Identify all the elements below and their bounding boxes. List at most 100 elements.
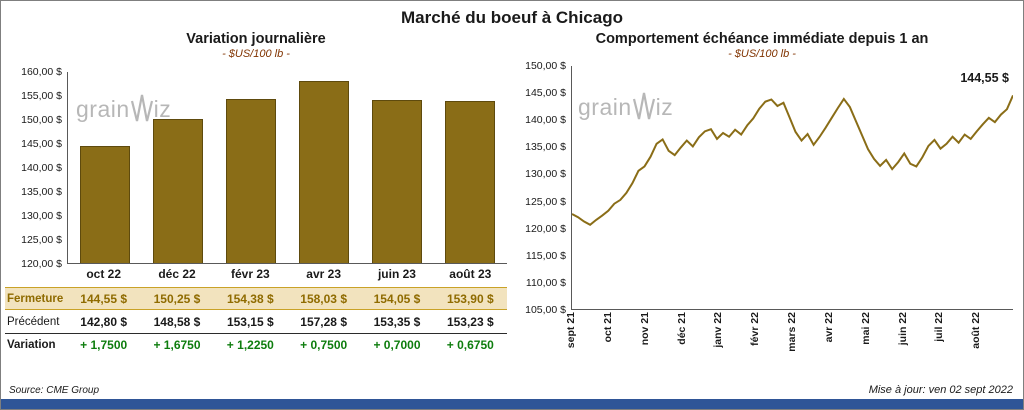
grainwiz-w-icon	[130, 94, 153, 122]
bar-chart: 160,00 $ 155,00 $ 150,00 $ 145,00 $ 140,00 $…	[5, 66, 507, 270]
immediate-expiry-panel: Comportement échéance immédiate depuis 1…	[507, 28, 1023, 368]
last-price-annotation: 144,55 $	[958, 71, 1011, 85]
table-cell: 158,03 $	[300, 291, 347, 306]
line-x-tick-label: mars 22	[786, 312, 798, 357]
table-row-label: Précédent	[7, 315, 60, 328]
bar-y-tick-label: 140,00 $	[21, 162, 62, 174]
line-x-tick-label: déc 21	[676, 312, 688, 350]
line-x-tick-text: janv 22	[712, 312, 725, 348]
line-y-tick-label: 150,00 $	[525, 60, 566, 72]
table-cell: 153,15 $	[226, 314, 274, 329]
table-cell: 157,28 $	[300, 314, 347, 329]
line-x-tick-label: janv 22	[712, 312, 724, 353]
bar	[225, 98, 276, 263]
table-cell: + 1,2250	[226, 338, 274, 352]
table-cell: 153,90 $	[446, 291, 494, 306]
line-x-tick-text: déc 21	[675, 312, 688, 345]
table-row-label: Fermeture	[7, 292, 64, 305]
line-x-tick-text: juil 22	[933, 312, 946, 342]
table-cell: 153,23 $	[446, 314, 494, 329]
bar-y-tick-label: 120,00 $	[21, 258, 62, 270]
table-cell: + 1,6750	[153, 338, 201, 352]
table-cell: 150,25 $	[153, 291, 201, 306]
bar-y-tick-label: 135,00 $	[21, 186, 62, 198]
line-chart-y-axis: 150,00 $ 145,00 $ 140,00 $ 135,00 $ 130,00 $…	[511, 60, 571, 316]
line-y-tick-label: 105,00 $	[525, 304, 566, 316]
line-x-tick-label: févr 22	[749, 312, 761, 351]
table-cell: 153,35 $	[373, 314, 421, 329]
line-x-tick-text: avr 22	[822, 312, 835, 343]
bar-y-tick-label: 125,00 $	[21, 234, 62, 246]
line-x-tick-label: juil 22	[933, 312, 945, 347]
bar-category-label: déc 22	[158, 267, 196, 281]
line-x-tick-text: mai 22	[859, 312, 872, 345]
line-x-tick-text: nov 21	[638, 312, 651, 346]
daily-variation-panel: Variation journalière - $US/100 lb - 160…	[1, 28, 507, 368]
table-row-label: Variation	[7, 339, 56, 351]
update-note: Mise à jour: ven 02 sept 2022	[868, 384, 1013, 396]
line-y-tick-label: 130,00 $	[525, 168, 566, 181]
bar	[79, 145, 130, 263]
line-y-tick-label: 145,00 $	[525, 87, 566, 100]
bar-category-label: juin 23	[377, 267, 416, 281]
table-cell: + 0,7500	[300, 338, 348, 352]
line-x-tick-text: août 22	[970, 312, 983, 349]
bar	[152, 118, 203, 263]
table-row: Fermeture 144,55 $ 150,25 $ 154,38 $ 158,03 …	[5, 287, 507, 310]
bar-y-tick-label: 155,00 $	[21, 90, 62, 102]
watermark-text-left: grain	[76, 95, 130, 122]
bar-chart-title: Variation journalière	[186, 31, 326, 47]
bar-category-label: févr 23	[230, 267, 270, 281]
table-cell: 154,05 $	[373, 291, 421, 306]
bar-category-label: oct 22	[86, 267, 121, 281]
line-x-tick-label: avr 22	[823, 312, 835, 347]
line-y-tick-label: 135,00 $	[525, 141, 566, 154]
footer-bar	[1, 399, 1023, 409]
line-x-tick-label: nov 21	[639, 312, 651, 350]
line-chart: 150,00 $ 145,00 $ 140,00 $ 135,00 $ 130,00 $…	[511, 60, 1013, 316]
line-x-tick-text: juin 22	[896, 312, 909, 346]
bar-y-tick-label: 130,00 $	[21, 210, 62, 222]
line-chart-x-labels: sept 21 oct 21 nov 21 déc 21 janv 22 févr 22 m…	[565, 310, 1013, 368]
source-note: Source: CME Group	[9, 385, 100, 396]
table-cell: + 0,7000	[373, 338, 421, 352]
table-cell: + 0,6750	[446, 338, 494, 352]
line-chart-title: Comportement échéance immédiate depuis 1…	[595, 31, 929, 47]
bar-category-label: avr 23	[306, 267, 341, 281]
line-y-tick-label: 125,00 $	[525, 195, 566, 208]
bar-chart-subtitle: - $US/100 lb -	[222, 48, 290, 60]
line-x-tick-text: mars 22	[786, 312, 798, 352]
bar-chart-y-axis: 160,00 $ 155,00 $ 150,00 $ 145,00 $ 140,00 $…	[5, 66, 67, 270]
bar-chart-x-labels: oct 22 déc 22 févr 23 avr 23 juin 23 août 23	[67, 264, 507, 281]
content: Variation journalière - $US/100 lb - 160…	[1, 28, 1023, 368]
bar-y-tick-label: 145,00 $	[21, 138, 62, 150]
line-x-tick-text: oct 21	[601, 312, 614, 343]
table-cell: 144,55 $	[80, 291, 128, 306]
line-chart-plot: grain iz 144,55 $	[571, 66, 1013, 310]
line-x-tick-label: sept 21	[565, 312, 577, 353]
table-cell: 154,38 $	[226, 291, 274, 306]
table-cell: + 1,7500	[80, 338, 128, 352]
page-title: Marché du boeuf à Chicago	[401, 8, 623, 27]
line-y-tick-label: 120,00 $	[525, 222, 566, 235]
bar	[372, 100, 423, 263]
table-row: Variation + 1,7500 + 1,6750 + 1,2250 + 0,750…	[5, 333, 507, 356]
line-x-tick-label: août 22	[970, 312, 982, 354]
bar-chart-plot: grain iz	[67, 72, 507, 264]
line-x-tick-label: juin 22	[897, 312, 909, 350]
line-y-tick-label: 110,00 $	[525, 276, 566, 289]
line-x-tick-text: sept 21	[565, 312, 577, 349]
bar-y-tick-label: 160,00 $	[21, 66, 62, 78]
line-y-tick-label: 115,00 $	[525, 249, 566, 262]
bar-category-label: août 23	[449, 267, 492, 281]
table-row: Précédent 142,80 $ 148,58 $ 153,15 $ 157,28 …	[5, 310, 507, 333]
bar-y-tick-label: 150,00 $	[21, 114, 62, 126]
line-x-tick-text: févr 22	[749, 312, 762, 346]
line-x-tick-label: mai 22	[860, 312, 872, 350]
line-x-tick-label: oct 21	[602, 312, 614, 347]
bar	[445, 101, 496, 263]
price-table: Fermeture 144,55 $ 150,25 $ 154,38 $ 158,03 …	[5, 287, 507, 356]
table-cell: 148,58 $	[153, 314, 201, 329]
line-chart-subtitle: - $US/100 lb -	[728, 48, 796, 60]
